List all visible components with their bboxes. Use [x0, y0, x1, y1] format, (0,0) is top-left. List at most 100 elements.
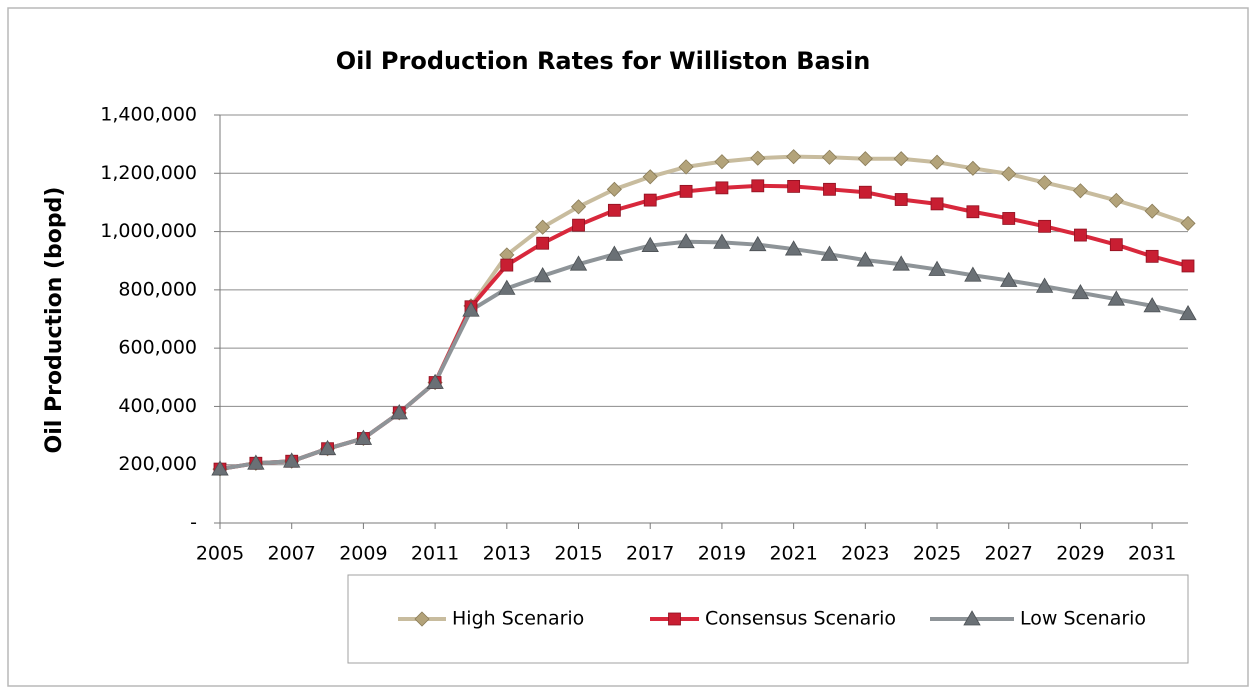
data-point	[857, 151, 873, 167]
data-point	[1001, 166, 1017, 182]
data-point	[930, 197, 944, 211]
x-tick-label: 2015	[554, 543, 602, 565]
data-point	[751, 179, 765, 193]
data-point	[964, 266, 982, 282]
data-point	[823, 182, 836, 196]
x-tick-label: 2019	[698, 543, 746, 565]
data-point	[1071, 283, 1090, 300]
data-point	[787, 179, 801, 193]
y-tick-label: -	[190, 512, 197, 534]
data-point	[1179, 304, 1197, 321]
y-tick-label: 1,000,000	[100, 220, 197, 242]
x-tick-label: 2007	[268, 543, 316, 565]
x-tick-label: 2009	[339, 543, 387, 565]
data-point	[1037, 175, 1053, 191]
legend-label: Low Scenario	[1020, 608, 1146, 630]
data-point	[892, 255, 910, 271]
data-point	[820, 245, 839, 261]
y-tick-label: 200,000	[118, 453, 197, 475]
y-tick-label: 1,400,000	[100, 104, 197, 126]
data-point	[1143, 297, 1161, 313]
data-point	[536, 236, 550, 250]
x-tick-label: 2025	[913, 543, 961, 565]
legend-box	[347, 574, 1189, 664]
x-tick-label: 2005	[196, 543, 244, 565]
data-point	[642, 169, 658, 185]
y-tick-label: 400,000	[118, 395, 197, 417]
data-point	[750, 150, 766, 166]
chart-title: Oil Production Rates for Williston Basin	[336, 47, 871, 75]
data-point	[390, 404, 408, 420]
data-point	[1035, 277, 1054, 293]
data-point	[283, 452, 301, 468]
data-point	[678, 159, 694, 175]
data-point	[1109, 238, 1123, 252]
data-point	[858, 185, 872, 199]
x-tick-label: 2023	[841, 543, 889, 565]
data-point	[247, 454, 265, 470]
data-point	[572, 218, 585, 232]
data-point	[966, 205, 980, 219]
y-axis-label: Oil Production (bopd)	[42, 187, 67, 454]
data-point	[318, 439, 337, 456]
x-tick-label: 2031	[1128, 543, 1176, 565]
legend-label: High Scenario	[452, 608, 584, 630]
x-tick-label: 2013	[483, 543, 531, 565]
data-point	[570, 199, 587, 215]
x-tick-label: 2017	[626, 543, 674, 565]
data-point	[715, 181, 729, 195]
data-point	[643, 193, 657, 207]
data-point	[462, 301, 480, 317]
data-point	[929, 154, 945, 170]
data-point	[1108, 192, 1124, 208]
data-point	[677, 232, 695, 249]
data-point	[856, 251, 875, 267]
legend-marker	[668, 612, 681, 626]
data-point	[893, 151, 909, 167]
data-point	[928, 260, 946, 276]
data-point	[784, 240, 803, 256]
data-point	[533, 267, 552, 283]
data-point	[1000, 271, 1018, 287]
data-point	[1144, 203, 1160, 219]
data-point	[1181, 259, 1195, 273]
data-point	[1038, 219, 1051, 233]
data-point	[894, 193, 908, 206]
legend-label: Consensus Scenario	[705, 608, 896, 630]
data-point	[211, 460, 229, 476]
legend-marker	[963, 610, 981, 626]
data-point	[1072, 183, 1089, 199]
data-point	[1074, 228, 1087, 242]
data-point	[605, 245, 624, 261]
data-point	[606, 181, 622, 197]
data-point	[426, 373, 444, 389]
x-tick-label: 2027	[985, 543, 1033, 565]
data-point	[965, 160, 981, 176]
series-line	[219, 239, 1189, 472]
data-point	[1107, 290, 1125, 306]
data-point	[498, 279, 516, 295]
data-point	[786, 149, 802, 165]
data-point	[1145, 249, 1159, 263]
data-point	[354, 429, 373, 445]
data-point	[713, 233, 731, 249]
data-point	[679, 184, 693, 198]
y-tick-label: 600,000	[118, 337, 197, 359]
data-point	[569, 255, 588, 271]
data-point	[607, 203, 621, 217]
y-tick-label: 800,000	[118, 278, 197, 300]
data-point	[535, 219, 551, 235]
x-tick-label: 2021	[769, 543, 817, 565]
data-point	[821, 149, 838, 165]
y-tick-label: 1,200,000	[100, 162, 197, 184]
x-tick-label: 2011	[411, 543, 459, 565]
data-point	[714, 154, 730, 170]
legend-marker	[414, 611, 430, 627]
data-point	[500, 258, 514, 272]
data-point	[749, 235, 767, 252]
data-point	[641, 236, 659, 252]
chart-frame	[7, 7, 1249, 687]
data-point	[1180, 215, 1196, 231]
data-point	[1002, 212, 1016, 225]
